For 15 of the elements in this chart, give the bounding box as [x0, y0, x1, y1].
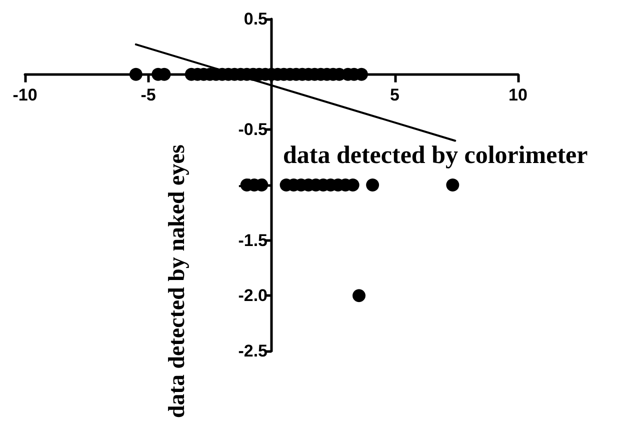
x-tick-label: -5 — [140, 85, 156, 104]
point — [129, 68, 142, 81]
y-tick-label: -0.5 — [238, 120, 268, 140]
y-tick-label: -2.0 — [238, 286, 268, 306]
y-tick-label: -1.5 — [238, 230, 268, 250]
x-axis-title: data detected by colorimeter — [283, 142, 588, 169]
x-tick-label: -10 — [12, 85, 38, 104]
x-tick-label: 10 — [508, 85, 528, 104]
point — [446, 178, 460, 192]
y-tick-label: 0.5 — [244, 10, 268, 28]
x-tick-label: 5 — [390, 85, 400, 104]
point — [366, 178, 380, 192]
y-tick-label: -2.5 — [238, 342, 268, 360]
y-axis-title: data detected by naked eyes — [164, 144, 189, 418]
point — [352, 289, 366, 302]
